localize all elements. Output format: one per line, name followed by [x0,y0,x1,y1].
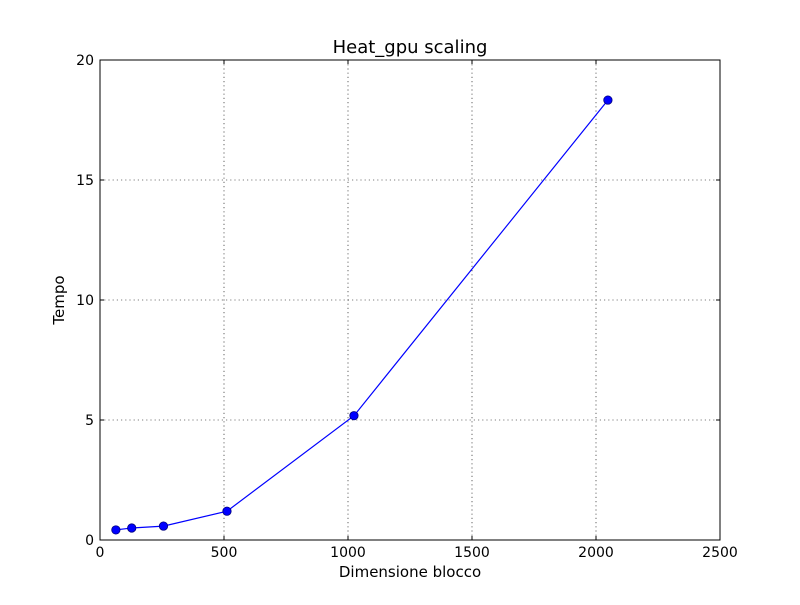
series-layer [111,95,613,535]
data-point [603,95,613,105]
y-tick-label: 15 [76,173,94,189]
y-tick-label: 0 [85,533,94,549]
x-tick-label: 500 [211,545,238,561]
data-point [222,506,232,516]
y-tick-label: 10 [76,293,94,309]
y-tick-label: 20 [76,53,94,69]
y-axis-label: Tempo [50,275,68,325]
x-tick-label: 2000 [578,545,614,561]
x-axis-label: Dimensione blocco [339,563,481,581]
data-point [111,525,121,535]
data-point [158,521,169,531]
grid [100,60,720,540]
x-tick-label: 1000 [330,545,366,561]
chart-title: Heat_gpu scaling [333,37,488,58]
x-tick-label: 2500 [702,545,738,561]
y-tick-label: 5 [85,413,94,429]
axis-ticks: 0 500 1000 1500 2000 2500 0 5 10 15 20 [76,53,738,561]
x-tick-label: 0 [96,545,105,561]
data-point [127,523,137,533]
data-point [349,411,359,421]
x-tick-label: 1500 [454,545,490,561]
